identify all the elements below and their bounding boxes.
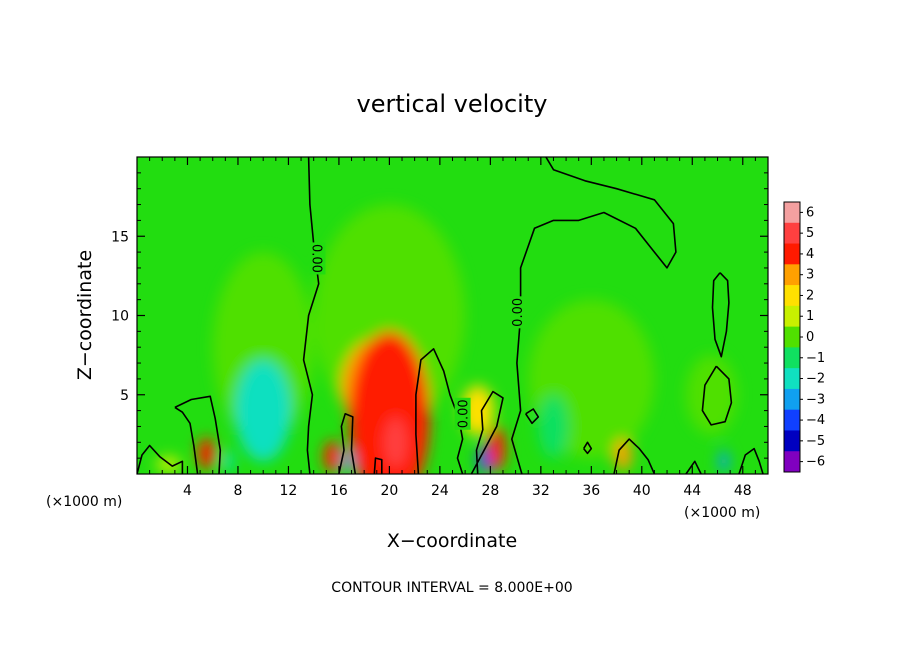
contour-label-bg-2 xyxy=(454,397,471,430)
contour-line-0 xyxy=(302,157,320,474)
field-anomaly-15 xyxy=(222,450,233,473)
x-tick-label-28: 28 xyxy=(481,483,499,499)
colorbar-swatch-3 xyxy=(784,264,800,286)
contour-line-9 xyxy=(525,408,540,425)
field-anomaly-6 xyxy=(487,426,506,471)
contour-label-bg-1 xyxy=(508,296,525,329)
colorbar-swatch-6 xyxy=(784,326,800,348)
contour-line-10 xyxy=(613,438,656,474)
contour-label-bg-0 xyxy=(309,242,326,275)
x-unit-label-left: (×1000 m) xyxy=(46,494,122,510)
y-tick-label-15: 15 xyxy=(111,229,129,245)
contour-line-15 xyxy=(738,447,764,474)
colorbar-swatch-11 xyxy=(784,430,800,452)
colorbar-label-5: 1 xyxy=(806,309,814,324)
field-anomaly-4 xyxy=(197,437,216,470)
velocity-field xyxy=(155,204,737,474)
colorbar-label-8: −2 xyxy=(806,372,825,387)
field-anomaly-13 xyxy=(477,447,491,473)
x-tick-label-36: 36 xyxy=(582,483,600,499)
contour-line-3 xyxy=(338,413,357,474)
colorbar-swatch-9 xyxy=(784,388,800,411)
contour-line-6 xyxy=(174,395,222,474)
contour-line-4 xyxy=(373,457,383,474)
contour-line-12 xyxy=(711,272,730,358)
colorbar-label-3: 3 xyxy=(806,268,814,283)
x-unit-label-right: (×1000 m) xyxy=(684,505,760,521)
contour-line-14 xyxy=(685,460,702,474)
field-anomaly-11 xyxy=(538,394,569,459)
colorbar-label-7: −1 xyxy=(806,351,825,366)
colorbar-swatch-2 xyxy=(784,243,800,265)
field-anomaly-18 xyxy=(155,456,182,473)
colorbar-swatch-12 xyxy=(784,451,800,473)
colorbar-label-1: 5 xyxy=(806,226,814,241)
x-tick-label-20: 20 xyxy=(380,483,398,499)
colorbar-label-11: −5 xyxy=(806,434,825,449)
field-anomaly-9 xyxy=(235,359,291,462)
colorbar-label-12: −6 xyxy=(806,455,825,470)
colorbar-swatch-10 xyxy=(784,409,800,431)
colorbar-label-10: −4 xyxy=(806,413,825,428)
colorbar-label-9: −3 xyxy=(806,392,825,407)
contour-label-0: 0.00 xyxy=(308,244,323,273)
contour-interval-note: CONTOUR INTERVAL = 8.000E+00 xyxy=(331,580,572,596)
x-tick-label-44: 44 xyxy=(683,483,701,499)
y-axis-label: Z−coordinate xyxy=(74,250,96,380)
contour-lines: 0.00 0.00 0.00 xyxy=(137,157,764,474)
field-anomaly-16 xyxy=(718,450,729,473)
colorbar-label-4: 2 xyxy=(806,288,814,303)
colorbar-swatch-1 xyxy=(784,222,800,245)
colorbar-label-0: 6 xyxy=(806,205,814,220)
x-tick-label-16: 16 xyxy=(330,483,348,499)
contour-line-13 xyxy=(701,365,733,426)
colorbar-swatch-7 xyxy=(784,347,800,369)
contour-label-2: 0.00 xyxy=(457,399,472,428)
field-anomaly-14 xyxy=(342,450,353,473)
contour-line-7 xyxy=(174,406,199,474)
x-tick-label-12: 12 xyxy=(280,483,298,499)
field-anomaly-0 xyxy=(349,331,430,474)
x-tick-label-40: 40 xyxy=(633,483,651,499)
y-tick-label-5: 5 xyxy=(120,388,129,404)
colorbar-swatch-0 xyxy=(784,202,800,224)
contour-line-11 xyxy=(583,441,593,455)
colorbar: 6 5 4 3 2 1 0 −1 −2 −3 −4 −5 −6 xyxy=(783,201,825,473)
x-tick-label-24: 24 xyxy=(431,483,449,499)
contour-line-5 xyxy=(137,444,184,474)
colorbar-swatch-8 xyxy=(784,368,800,390)
x-tick-label-8: 8 xyxy=(233,483,242,499)
contour-line-2 xyxy=(415,348,464,474)
field-anomaly-8 xyxy=(614,439,632,471)
field-anomaly-2 xyxy=(384,416,408,468)
colorbar-label-2: 4 xyxy=(806,247,814,262)
y-tick-label-10: 10 xyxy=(111,309,129,325)
contour-label-1: 0.00 xyxy=(511,298,526,327)
colorbar-swatch-4 xyxy=(784,285,800,307)
contour-line-8 xyxy=(470,390,504,474)
colorbar-swatch-5 xyxy=(784,305,800,328)
field-anomaly-5 xyxy=(323,440,342,473)
x-tick-label-32: 32 xyxy=(532,483,550,499)
x-axis-label: X−coordinate xyxy=(387,530,517,552)
contour-line-1 xyxy=(511,157,677,474)
x-tick-label-48: 48 xyxy=(734,483,752,499)
colorbar-label-6: 0 xyxy=(806,330,814,345)
x-tick-label-4: 4 xyxy=(183,483,192,499)
field-anomaly-17 xyxy=(685,355,737,435)
chart-title: vertical velocity xyxy=(357,90,548,118)
